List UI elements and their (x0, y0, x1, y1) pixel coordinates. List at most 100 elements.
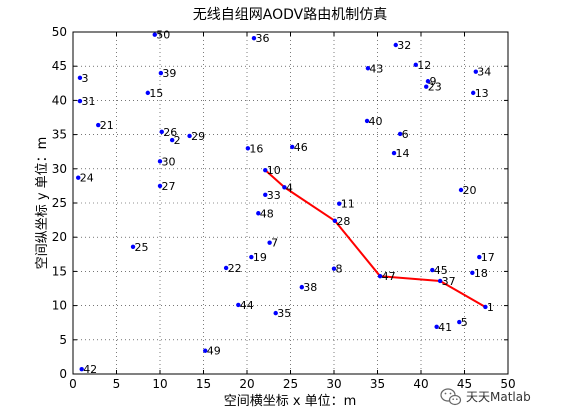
node-marker (377, 273, 383, 279)
network-node: 39 (158, 67, 176, 80)
network-node: 34 (473, 66, 491, 79)
y-tick-label: 50 (52, 25, 67, 39)
x-tick-label: 45 (457, 377, 472, 391)
node-marker (263, 192, 268, 197)
x-tick-label: 40 (413, 377, 428, 391)
node-label: 43 (369, 62, 383, 75)
node-marker (425, 79, 431, 84)
network-node: 12 (413, 59, 431, 72)
node-marker (483, 304, 488, 310)
y-tick-label: 10 (52, 299, 67, 313)
node-label: 42 (83, 363, 97, 376)
node-marker (397, 131, 403, 137)
node-label: 5 (461, 316, 468, 329)
node-marker (437, 278, 443, 284)
network-node: 7 (267, 237, 278, 250)
network-node: 46 (290, 141, 308, 154)
node-marker (203, 348, 208, 353)
node-marker (130, 244, 136, 249)
route-segment (439, 279, 487, 308)
node-label: 23 (428, 81, 442, 94)
node-label: 24 (80, 172, 94, 185)
node-marker (391, 150, 397, 156)
network-node: 19 (249, 251, 267, 264)
network-node: 29 (187, 130, 205, 143)
wechat-icon (440, 388, 462, 406)
node-marker (77, 75, 83, 81)
network-node: 6 (397, 128, 409, 141)
node-marker (249, 254, 254, 260)
node-label: 31 (81, 95, 95, 108)
node-label: 34 (477, 66, 491, 79)
network-node: 18 (470, 267, 488, 280)
node-marker (434, 324, 439, 330)
node-marker (282, 185, 287, 190)
network-node: 17 (477, 251, 495, 264)
network-node: 42 (79, 363, 97, 376)
node-label: 16 (249, 142, 263, 155)
node-label: 25 (135, 241, 149, 254)
y-tick-label: 35 (52, 128, 67, 142)
network-node: 26 (159, 126, 177, 139)
node-label: 11 (341, 198, 355, 211)
network-node: 9 (425, 75, 436, 88)
x-tick-label: 25 (283, 377, 298, 391)
node-label: 48 (260, 207, 274, 220)
network-node: 40 (364, 115, 383, 128)
network-node: 36 (251, 32, 269, 45)
network-node: 38 (299, 281, 317, 294)
node-label: 9 (429, 75, 436, 88)
node-label: 8 (336, 263, 343, 276)
network-node: 33 (263, 189, 281, 202)
node-label: 49 (207, 345, 221, 358)
node-marker (477, 254, 482, 260)
network-node: 1 (483, 301, 494, 314)
node-marker (424, 84, 429, 89)
x-axis-label: 空间横坐标 x 单位：m (224, 394, 357, 409)
node-marker (145, 90, 151, 96)
node-marker (79, 367, 84, 372)
node-marker (457, 319, 462, 325)
node-marker (263, 167, 268, 173)
node-label: 32 (397, 39, 411, 52)
network-node: 3 (77, 72, 88, 85)
network-node: 49 (203, 345, 221, 358)
node-marker (337, 201, 342, 206)
node-label: 35 (277, 307, 291, 320)
x-tick-labels: 0 5 10 15 20 25 30 35 40 45 50 (69, 377, 515, 391)
chart-title: 无线自组网AODV路由机制仿真 (193, 7, 387, 23)
route-segment (283, 186, 336, 222)
y-tick-label: 20 (52, 230, 67, 244)
node-label: 22 (228, 262, 242, 275)
network-node: 5 (457, 316, 468, 329)
node-label: 21 (100, 119, 114, 132)
node-label: 14 (396, 147, 410, 160)
node-label: 27 (162, 180, 176, 193)
y-tick-label: 45 (52, 59, 67, 73)
x-tick-label: 5 (113, 377, 121, 391)
node-label: 19 (253, 251, 267, 264)
node-label: 13 (475, 87, 489, 100)
node-marker (331, 266, 337, 271)
y-tick-label: 15 (52, 264, 67, 278)
x-tick-label: 30 (326, 377, 341, 391)
node-marker (413, 62, 418, 68)
network-node: 41 (434, 321, 452, 334)
node-label: 3 (81, 72, 88, 85)
node-marker (332, 218, 338, 223)
network-node: 32 (393, 39, 411, 52)
node-label: 29 (191, 130, 205, 143)
watermark-text: 天天Matlab (466, 390, 531, 404)
node-label: 10 (267, 164, 281, 177)
node-marker (364, 118, 370, 124)
grid-lines (73, 32, 508, 374)
x-tick-label: 50 (500, 377, 515, 391)
network-node: 25 (130, 241, 149, 254)
node-label: 6 (402, 128, 409, 141)
node-label: 40 (369, 115, 383, 128)
node-marker (157, 159, 163, 164)
node-label: 2 (174, 134, 181, 147)
node-marker (473, 69, 479, 74)
network-node: 48 (256, 207, 274, 220)
